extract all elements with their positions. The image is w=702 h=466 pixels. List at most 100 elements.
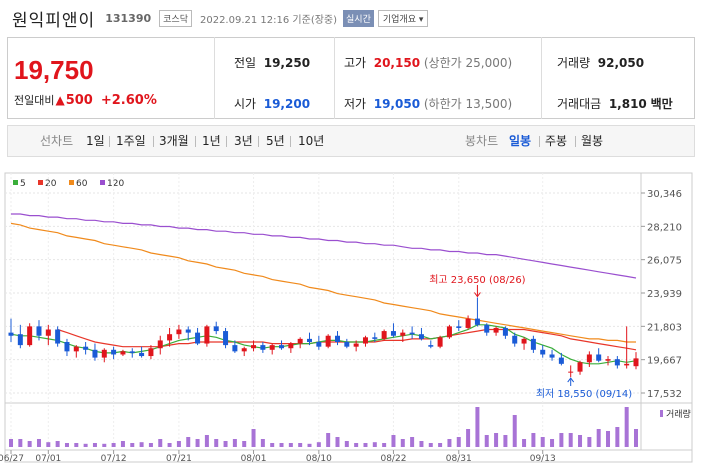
volume-legend-label: 거래량 [666, 408, 691, 420]
summary-panel [7, 37, 695, 119]
y-tick-label: 30,346 [647, 189, 682, 200]
candle-body [251, 345, 257, 349]
candle-body [45, 329, 51, 336]
candle-weekly[interactable]: 주봉 [545, 134, 568, 148]
legend-swatch [100, 180, 105, 185]
candle-body [148, 348, 154, 357]
realtime-button[interactable]: 실시간 [343, 9, 374, 27]
candle-body [409, 332, 415, 335]
volume-bar [428, 443, 433, 447]
volume-bar [74, 443, 79, 447]
candle-body [316, 341, 322, 347]
volume-bar [606, 431, 611, 447]
volume-bar [344, 441, 349, 447]
volume-bar [186, 437, 191, 447]
volume-bar [447, 439, 452, 447]
legend-label: 120 [107, 179, 124, 189]
x-tick-label: 09/13 [530, 454, 556, 464]
legend-label: 5 [20, 179, 26, 189]
timestamp: 2022.09.21 12:16 기준(장중) [199, 14, 338, 26]
period-3m[interactable]: 3개월 [159, 134, 189, 148]
candle-body [36, 326, 42, 336]
candle-body [269, 345, 275, 350]
company-info-dropdown[interactable]: 기업개요 ▾ [377, 9, 429, 27]
x-tick-label: 07/12 [101, 454, 127, 464]
volume-bar [316, 442, 321, 447]
volume-bar [354, 443, 359, 447]
candle-body [530, 338, 536, 350]
chevron-down-icon: ▾ [418, 14, 424, 25]
candle-body [540, 349, 546, 355]
volume-bar [438, 443, 443, 447]
period-1y[interactable]: 1년 [202, 134, 221, 148]
candle-daily[interactable]: 일봉 [509, 134, 532, 148]
volume-bar [46, 442, 51, 447]
volume-bar [242, 441, 247, 447]
candle-body [596, 354, 602, 361]
volume-bar [27, 441, 32, 447]
volume-bar [382, 443, 387, 447]
volume-bar [55, 441, 60, 447]
volume-bar [130, 443, 135, 447]
candle-body [8, 332, 14, 336]
candle-body [279, 345, 285, 349]
y-tick-label: 23,939 [647, 289, 682, 300]
volume-bar [531, 433, 536, 447]
volume-bar [568, 433, 573, 447]
volume-bar [232, 439, 237, 447]
period-1w[interactable]: 1주일 [116, 134, 146, 148]
candle-body [64, 341, 70, 352]
candle-body [185, 329, 191, 333]
candle-body [241, 348, 247, 352]
candle-body [260, 345, 266, 350]
candle-body [474, 318, 480, 325]
change-value: 500 [65, 92, 93, 108]
volume-bar [475, 407, 480, 447]
chart-frame [4, 172, 693, 463]
candle-body [223, 331, 229, 346]
volume-legend-swatch [660, 410, 663, 417]
ma60-line [10, 222, 636, 343]
change-pct: +2.60% [100, 92, 157, 108]
volume-bar [326, 433, 331, 447]
volume-bar [372, 442, 377, 447]
candle-body [568, 371, 574, 373]
period-5y[interactable]: 5년 [266, 134, 285, 148]
y-tick-label: 17,532 [647, 389, 682, 400]
volume-bar [335, 437, 340, 447]
volume-bar [260, 439, 265, 447]
chart-toolbar: 선차트 1일 1주일 3개월 1년 3년 5년 10년 봉차트 일봉 주봉 월봉 [7, 125, 695, 157]
ma120-line [11, 213, 637, 279]
candle-body [232, 345, 238, 352]
volume-bar [456, 437, 461, 447]
high-annotation: 최고 23,650 (08/26) [429, 274, 525, 286]
x-tick-label: 08/22 [380, 454, 406, 464]
stock-name: 원익피앤이 [12, 10, 96, 31]
candle-body [586, 354, 592, 363]
candle-body [213, 326, 219, 332]
candle-body [418, 334, 424, 339]
candle-body [614, 359, 620, 366]
volume-bar [251, 429, 256, 447]
candle-monthly[interactable]: 월봉 [581, 134, 604, 148]
candle-body [17, 334, 23, 346]
volume-bar [195, 439, 200, 447]
period-1d[interactable]: 1일 [86, 134, 105, 148]
candle-body [204, 326, 210, 344]
volume-bar [111, 443, 116, 447]
candle-body [139, 352, 145, 357]
x-tick-label: 06/27 [0, 454, 24, 464]
candle-body [176, 329, 182, 335]
volume-bar [148, 443, 153, 447]
period-10y[interactable]: 10년 [298, 134, 325, 148]
candle-body [428, 345, 434, 347]
y-tick-label: 21,803 [647, 322, 682, 333]
period-3y[interactable]: 3년 [234, 134, 253, 148]
candle-body [167, 334, 173, 341]
up-arrow-icon: ▲ [55, 93, 65, 107]
volume-bar [307, 443, 312, 447]
volume-bar [512, 415, 517, 447]
y-tick-label: 19,667 [647, 356, 682, 367]
y-tick-label: 26,075 [647, 256, 682, 267]
